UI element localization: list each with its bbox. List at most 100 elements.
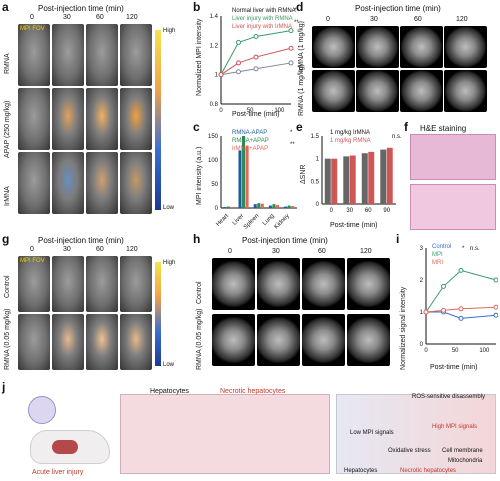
- category-label: 0: [330, 208, 334, 214]
- panel-b-legend-0: Normal liver with RMNA: [232, 8, 296, 14]
- panel-j-letter: j: [2, 380, 6, 394]
- panel-b-legend-1: Liver injury with RMNA: [232, 16, 293, 22]
- x-tick-label: 50: [452, 348, 459, 354]
- data-point: [288, 45, 294, 51]
- y-tick-label: 150: [208, 134, 219, 140]
- panel-i-letter: i: [396, 232, 400, 246]
- y-tick-label: 1: [215, 73, 219, 79]
- panel-i-xlabel: Post-time (min): [430, 364, 478, 371]
- category-label: Heart: [215, 213, 230, 228]
- panel-g-row-rmna: RMNA (0.05 mg/kg): [4, 308, 11, 370]
- panel-b-sig-1: *: [294, 8, 297, 14]
- panel-b-sig-2: **: [294, 20, 299, 26]
- panel-i-legend-2: MRI: [432, 260, 443, 266]
- y-tick-label: 0: [316, 202, 320, 208]
- y-tick-label: 0: [215, 206, 219, 212]
- panel-j-scheme: [0, 390, 500, 481]
- bar: [361, 153, 368, 204]
- panel-j-hepatocytes: Hepatocytes: [150, 388, 189, 395]
- panel-b-ylabel: Normalized MPI intensity: [196, 18, 203, 96]
- panel-a-time-120: 120: [126, 14, 138, 21]
- panel-b-chart: 0.8 1 1.2 1.4 0 50 100: [210, 14, 294, 114]
- panel-e-legend-0: 1 mg/kg IrMNA: [330, 130, 371, 136]
- bar: [226, 206, 230, 208]
- panel-d-time-120: 120: [456, 16, 468, 23]
- panel-g-time-0: 0: [30, 246, 34, 253]
- data-point: [218, 72, 224, 78]
- series-line: [220, 47, 292, 76]
- bar: [257, 203, 261, 208]
- panel-f-title: H&E staining: [420, 124, 467, 133]
- bar: [245, 145, 249, 208]
- data-point: [493, 304, 498, 310]
- panel-a-row-rmna: RMNA: [4, 53, 11, 74]
- panel-i-chart: 0 1 2 3 0 50 100: [420, 246, 498, 354]
- bar: [253, 204, 257, 208]
- panel-c-ylabel: MPI intensity (a.u.): [196, 146, 203, 205]
- panel-j-hep2: Hepatocytes: [344, 468, 378, 474]
- bar: [272, 204, 276, 208]
- panel-j-necrotic: Necrotic hepatocytes: [220, 388, 286, 395]
- bar: [260, 203, 264, 208]
- panel-e-chart: 0 0.5 1 1.5 0 30 60 90: [311, 134, 396, 214]
- bar: [291, 206, 295, 208]
- panel-a-fov-label: MPI FOV: [20, 26, 45, 32]
- series-line: [425, 306, 497, 313]
- panel-c-legend-0: RMNA-APAP: [232, 130, 268, 136]
- data-point: [458, 306, 464, 312]
- panel-b-xlabel: Post-time (min): [232, 111, 280, 118]
- panel-e-ylabel: ΔSNR: [300, 164, 307, 184]
- bar: [275, 205, 280, 208]
- series-line: [220, 30, 292, 75]
- bar: [386, 147, 393, 204]
- x-tick-label: 100: [479, 348, 490, 354]
- panel-a-row-irmna: IrMNA: [4, 186, 11, 206]
- ros-mechanism-illustration: [336, 394, 496, 474]
- x-tick-label: 100: [274, 108, 285, 114]
- panel-f-he-image-high: [410, 184, 496, 230]
- panel-j-membrane: Cell membrane: [442, 448, 483, 454]
- panel-c-sig-2: **: [290, 142, 295, 148]
- data-point: [253, 34, 259, 40]
- panel-h-time-30: 30: [272, 248, 280, 255]
- panel-c-sig-1: *: [290, 130, 293, 136]
- panel-b-legend-2: Liver injury with IrMNA: [232, 24, 293, 30]
- panel-d-time-60: 60: [414, 16, 422, 23]
- panel-b-letter: b: [193, 0, 201, 14]
- panel-d-time-30: 30: [370, 16, 378, 23]
- panel-f-he-image-low: [410, 134, 496, 180]
- data-point: [458, 315, 464, 321]
- panel-a-colorbar: [155, 30, 161, 210]
- data-point: [236, 39, 241, 45]
- panel-g-colorbar: [155, 262, 161, 366]
- panel-g-row-control: Control: [4, 275, 11, 298]
- panel-j-nec2: Necrotic hepatocytes: [400, 468, 457, 474]
- bar: [368, 151, 375, 204]
- panel-g-time-120: 120: [126, 246, 138, 253]
- panel-d-title: Post-injection time (min): [355, 4, 441, 13]
- bar: [331, 158, 338, 204]
- data-point: [441, 307, 446, 313]
- category-label: Kidney: [274, 213, 291, 230]
- x-tick-label: 0: [424, 348, 428, 354]
- panel-i-ylabel: Normalized signal intensity: [400, 286, 407, 370]
- bar: [268, 205, 272, 208]
- data-point: [288, 28, 294, 34]
- y-tick-label: 50: [211, 182, 218, 188]
- y-tick-label: 0.5: [311, 179, 320, 185]
- panel-g-title: Post-injection time (min): [38, 236, 124, 245]
- panel-g-scale-low: Low: [163, 362, 175, 368]
- panel-c-legend-1: RMNA+APAP: [232, 138, 269, 144]
- data-point: [493, 277, 498, 283]
- category-label: 90: [383, 208, 390, 214]
- x-tick-label: 50: [247, 108, 254, 114]
- bar: [287, 205, 291, 208]
- panel-j-mito: Mitochondria: [448, 458, 483, 464]
- panel-a-time-60: 60: [96, 14, 104, 21]
- data-point: [441, 283, 446, 289]
- panel-g-letter: g: [2, 232, 10, 246]
- y-tick-label: 0: [420, 342, 424, 348]
- series-line: [220, 62, 292, 76]
- y-tick-label: 100: [208, 158, 219, 164]
